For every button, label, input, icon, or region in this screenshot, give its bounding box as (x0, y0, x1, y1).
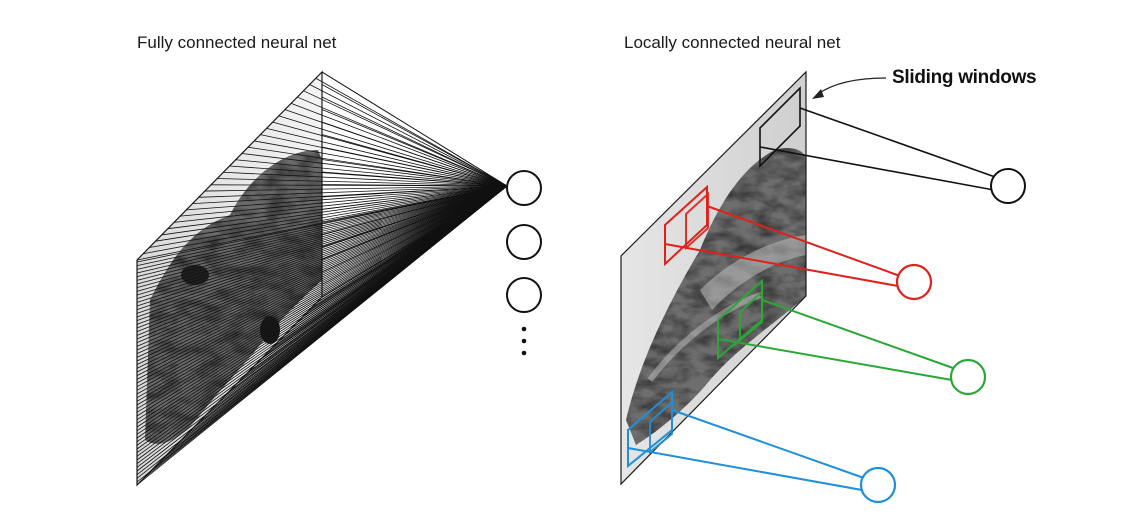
connection-line (136, 185, 508, 270)
connection-line (321, 185, 508, 223)
connection-line (321, 185, 508, 235)
connection-line (235, 159, 508, 187)
connection-line (136, 185, 508, 406)
connection-line (136, 185, 508, 344)
connection-line (180, 185, 508, 217)
connection-line (321, 185, 508, 298)
connection-line (321, 71, 508, 187)
green-window (717, 278, 987, 396)
connection-line (136, 185, 508, 366)
right-plane-border (620, 70, 807, 486)
connection-line (136, 185, 508, 325)
fully-connected-title: Fully connected neural net (137, 33, 337, 52)
connection-line (303, 90, 508, 187)
connection-line (136, 185, 508, 395)
connection-line (136, 185, 508, 292)
blue-neuron (859, 466, 897, 504)
connection-line (223, 171, 508, 187)
connection-line (204, 185, 508, 192)
black-neuron (990, 168, 1026, 204)
blue-window (627, 389, 897, 504)
connection-line (321, 121, 508, 187)
connection-line (321, 185, 508, 198)
connection-line (278, 115, 508, 187)
connection-line (241, 153, 508, 187)
left-neuron-1 (506, 170, 542, 206)
connection-line (321, 185, 508, 260)
connection-line (321, 134, 508, 187)
connection-line (136, 185, 508, 296)
connection-line (321, 171, 508, 187)
connection-line (173, 185, 508, 223)
green-neuron (949, 358, 987, 396)
connection-line (309, 84, 508, 187)
connection-line (136, 185, 508, 329)
connection-line (136, 185, 508, 281)
connection-line (315, 77, 508, 187)
right-dog-image (626, 148, 806, 445)
connection-line (136, 185, 508, 369)
connection-line (321, 185, 508, 273)
callout-arrow (812, 77, 887, 99)
connection-line (321, 109, 508, 187)
connection-line (136, 185, 508, 340)
connection-line (136, 185, 508, 380)
connection-line (136, 185, 508, 300)
left-neuron-2 (506, 224, 542, 260)
connection-line (321, 185, 508, 248)
connection-line (136, 185, 508, 351)
connection-line (136, 185, 508, 355)
connection-line (254, 140, 508, 187)
connection-line (291, 102, 508, 187)
connection-line (136, 185, 508, 289)
connection-line (321, 184, 508, 187)
connection-line (198, 185, 508, 198)
connection-line (136, 185, 508, 362)
connection-line (321, 159, 508, 187)
connection-line (143, 185, 508, 255)
sliding-windows-label: Sliding windows (892, 67, 1037, 88)
connection-line (136, 185, 508, 391)
left-neurons (506, 170, 542, 356)
connection-line (136, 185, 508, 303)
connection-line (136, 185, 508, 402)
connection-line (321, 185, 508, 285)
connection-line (136, 185, 508, 399)
black-window-frame (759, 86, 801, 168)
connection-line (136, 185, 508, 278)
ellipsis-dots (521, 326, 527, 356)
connection-line (136, 185, 508, 314)
connection-line (136, 185, 508, 318)
connection-line (266, 128, 508, 187)
connection-line (321, 84, 508, 187)
connection-line (155, 185, 508, 242)
right-image-plane (620, 70, 807, 486)
left-neuron-3 (506, 277, 542, 313)
red-neuron (895, 263, 933, 301)
black-window (759, 86, 1026, 204)
connection-line (321, 96, 508, 187)
connection-line (136, 185, 508, 347)
connection-line (186, 185, 508, 211)
connection-line (217, 178, 508, 187)
red-window (664, 184, 933, 301)
connection-line (136, 185, 508, 373)
connection-line (321, 146, 508, 187)
connection-line (161, 185, 508, 236)
connection-line (136, 185, 508, 388)
connection-line (136, 185, 508, 274)
connection-line (136, 185, 508, 322)
locally-connected-title: Locally connected neural net (624, 33, 841, 52)
connection-line (136, 185, 508, 377)
connection-line (149, 185, 508, 248)
connection-line (321, 185, 508, 210)
fully-connected-lines (136, 71, 508, 486)
connection-line (136, 185, 508, 267)
